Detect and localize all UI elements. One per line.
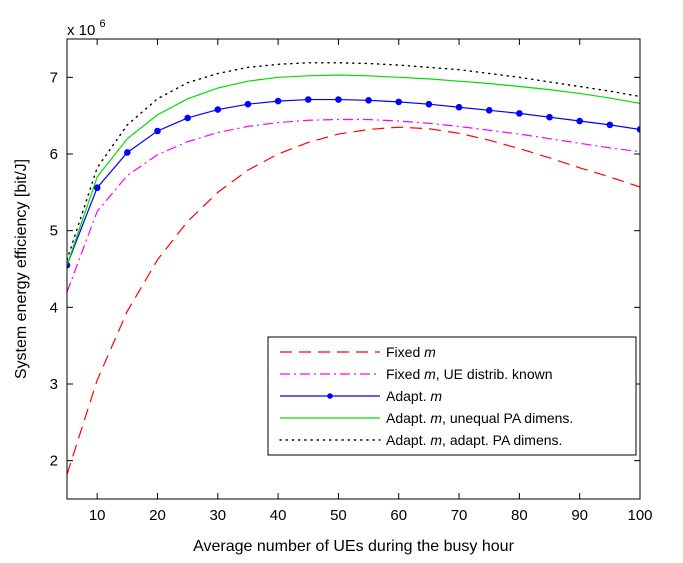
data-point <box>124 149 131 156</box>
series-line <box>67 118 640 293</box>
legend-item: Fixed m <box>280 344 436 360</box>
legend-label: Adapt. m, adapt. PA dimens. <box>386 432 562 448</box>
data-point <box>576 117 583 125</box>
x-tick-label: 50 <box>330 507 347 524</box>
data-point <box>365 97 372 104</box>
y-tick-label: 5 <box>50 223 58 240</box>
data-point <box>425 100 433 108</box>
series-line <box>67 126 640 475</box>
x-axis-label: Average number of UEs during the busy ho… <box>193 538 514 555</box>
data-point <box>485 107 493 114</box>
legend-label: Fixed m, UE distrib. known <box>386 366 553 382</box>
data-point <box>274 97 282 105</box>
x-tick-label: 60 <box>390 507 407 524</box>
y-tick-label: 6 <box>50 146 58 163</box>
series-4 <box>67 74 640 266</box>
legend-item: Adapt. m <box>280 388 442 404</box>
data-point <box>395 98 403 106</box>
x-tick-label: 20 <box>149 507 166 524</box>
legend-item: Adapt. m, adapt. PA dimens. <box>279 432 562 448</box>
x-tick-label: 40 <box>270 507 287 524</box>
legend-marker-sample <box>327 393 333 399</box>
series-1 <box>67 126 640 475</box>
y-tick-label: 7 <box>50 69 58 86</box>
series-2 <box>67 118 640 293</box>
y-axis-multiplier: x 10 6 <box>67 18 106 39</box>
x-tick-label: 90 <box>571 507 588 524</box>
legend-item: Fixed m, UE distrib. known <box>280 366 553 382</box>
y-axis-multiplier-exponent: 6 <box>100 18 106 30</box>
series-3 <box>67 96 640 269</box>
data-point <box>516 110 523 117</box>
series-line <box>67 62 640 261</box>
legend-item: Adapt. m, unequal PA dimens. <box>280 410 573 426</box>
x-tick-label: 80 <box>511 507 528 524</box>
data-point <box>214 106 222 113</box>
data-point <box>335 96 342 103</box>
data-point <box>606 121 614 129</box>
y-tick-label: 4 <box>50 299 58 316</box>
x-tick-label: 100 <box>627 507 652 524</box>
y-tick-label: 2 <box>50 453 58 470</box>
series-line <box>67 74 640 266</box>
y-tick-label: 3 <box>50 376 58 393</box>
x-tick-label: 70 <box>451 507 468 524</box>
legend-label: Adapt. m <box>386 388 442 404</box>
x-tick-label: 10 <box>89 507 106 524</box>
data-point <box>304 96 312 103</box>
data-point <box>184 114 191 122</box>
plot-frame <box>66 38 641 500</box>
series-line <box>67 98 640 266</box>
legend-label: Fixed m <box>386 344 436 360</box>
data-point <box>244 100 252 108</box>
data-point <box>636 126 640 133</box>
x-tick-label: 30 <box>209 507 226 524</box>
y-axis-multiplier-base: x 10 <box>67 22 95 39</box>
data-point <box>455 103 463 111</box>
data-point <box>154 127 161 135</box>
series-layer <box>67 62 640 475</box>
series-5 <box>67 62 640 261</box>
legend-label: Adapt. m, unequal PA dimens. <box>386 410 573 426</box>
data-point <box>546 113 553 121</box>
legend: Fixed m Fixed m, UE distrib. known Adapt. … <box>267 336 637 456</box>
data-point <box>93 184 101 192</box>
axis-ticks: 10 20 30 40 50 60 70 80 90 100 2 3 4 5 6 7 <box>50 39 653 524</box>
legend-box <box>267 336 637 456</box>
y-axis-label: System energy efficiency [bit/J] <box>13 159 30 379</box>
